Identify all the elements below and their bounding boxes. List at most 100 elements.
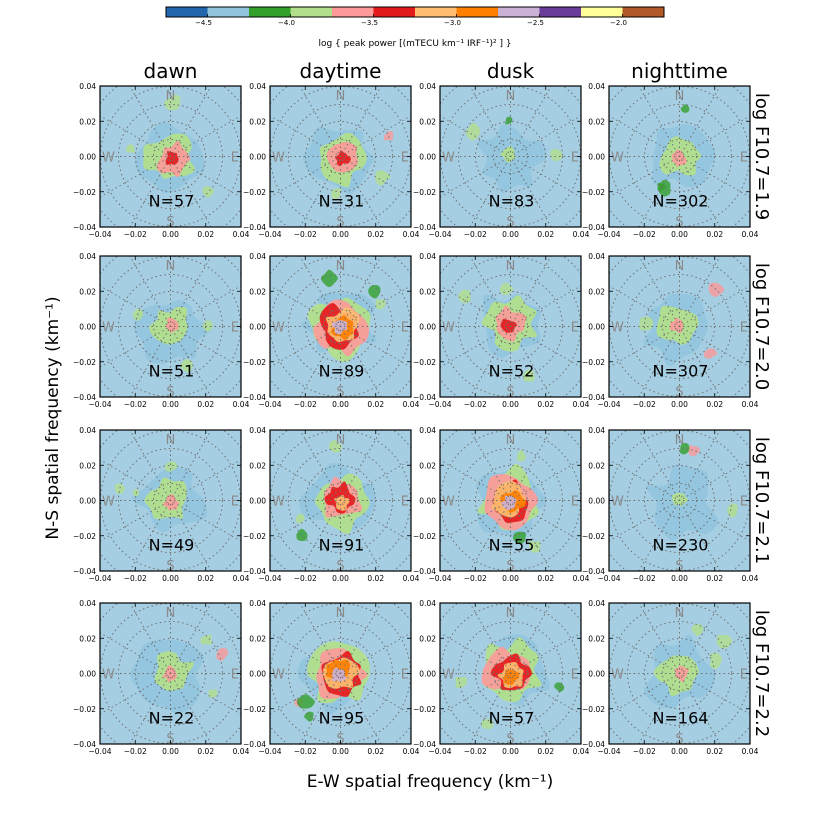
x-tick-label: 0.00	[502, 747, 519, 756]
x-tick-label: −0.04	[259, 230, 282, 239]
sample-count: N=95	[319, 709, 365, 728]
panel-daytime-2: N S W E N=89 −0.04−0.04 −0.02 −0.02 0.00 0.00 0.02…	[243, 252, 420, 409]
y-axis-label: N-S spatial frequency (km⁻¹)	[43, 296, 63, 539]
power-patch	[716, 634, 732, 649]
power-patch	[703, 348, 718, 359]
panel-dawn-2: N S W E N=51 −0.04−0.04 −0.02 −0.02 0.00 0.00 0.02…	[73, 252, 250, 409]
y-tick-label: −0.04	[73, 223, 96, 232]
x-tick-label: −0.02	[464, 230, 487, 239]
y-tick-label: 0.02	[249, 117, 266, 126]
grid-spoke	[270, 632, 411, 715]
x-tick-label: 0.00	[332, 747, 349, 756]
y-tick-label: 0.02	[249, 634, 266, 643]
power-patch	[680, 104, 690, 113]
y-tick-label: 0.00	[249, 323, 266, 332]
power-patch	[375, 170, 391, 186]
y-tick-label: −0.02	[73, 705, 96, 714]
colorbar-segment	[622, 7, 665, 17]
y-tick-label: 0.00	[249, 153, 266, 162]
x-tick-label: −0.02	[633, 747, 656, 756]
x-tick-label: 0.00	[162, 230, 179, 239]
panel-daytime-4: N S W E N=95 −0.04−0.04 −0.02 −0.02 0.00 0.00 0.02…	[243, 599, 420, 756]
y-tick-label: 0.02	[419, 287, 436, 296]
compass-south: S	[166, 215, 174, 230]
compass-south: S	[166, 559, 174, 574]
y-tick-label: 0.00	[79, 153, 96, 162]
x-tick-label: 0.04	[233, 747, 250, 756]
panel-plot-area: N S W E	[440, 256, 581, 397]
grid-circle	[288, 274, 393, 379]
y-tick-label: 0.04	[588, 426, 605, 435]
power-patch	[216, 647, 229, 661]
x-tick-label: 0.00	[502, 400, 519, 409]
sample-count: N=302	[653, 192, 709, 211]
grid-circle	[288, 448, 393, 553]
power-patch	[458, 289, 471, 304]
grid-spoke	[440, 459, 581, 542]
y-tick-label: −0.02	[413, 532, 436, 541]
y-tick-label: −0.02	[582, 188, 605, 197]
x-tick-label: 0.00	[671, 230, 688, 239]
x-tick-label: −0.02	[294, 230, 317, 239]
column-title-daytime: daytime	[300, 59, 382, 83]
x-tick-label: −0.02	[633, 574, 656, 583]
panel-plot-area: N S W E	[270, 86, 411, 227]
y-tick-label: 0.04	[79, 82, 96, 91]
sample-count: N=31	[319, 192, 365, 211]
compass-west: W	[442, 151, 455, 166]
x-tick-label: 0.02	[537, 574, 554, 583]
panel-plot-area: N S W E	[609, 86, 750, 227]
y-tick-label: −0.02	[243, 705, 266, 714]
y-tick-label: −0.04	[73, 740, 96, 749]
power-patch	[465, 122, 480, 141]
y-tick-label: 0.04	[249, 426, 266, 435]
x-tick-label: 0.00	[671, 400, 688, 409]
grid-circle	[288, 104, 393, 209]
panel-plot-area: N S W E	[100, 256, 241, 397]
power-patch	[383, 130, 394, 141]
grid-spoke	[609, 115, 750, 198]
compass-east: E	[571, 668, 579, 683]
compass-north: N	[336, 89, 346, 104]
sample-count: N=164	[653, 709, 709, 728]
compass-west: W	[611, 151, 624, 166]
sample-count: N=52	[489, 362, 535, 381]
x-tick-label: 0.00	[502, 574, 519, 583]
y-tick-label: 0.04	[419, 426, 436, 435]
colorbar-segment	[207, 7, 250, 17]
panel-plot-area: N S W E	[609, 430, 750, 571]
y-tick-label: 0.04	[419, 82, 436, 91]
x-tick-label: −0.04	[429, 574, 452, 583]
y-tick-label: 0.04	[588, 599, 605, 608]
grid-circle	[458, 621, 563, 726]
grid-circle	[627, 448, 732, 553]
compass-west: W	[102, 151, 115, 166]
panel-dusk-2: N S W E N=52 −0.04−0.04 −0.02 −0.02 0.00 0.00 0.02…	[413, 252, 590, 409]
compass-east: E	[571, 321, 579, 336]
y-tick-label: 0.02	[588, 287, 605, 296]
y-tick-label: −0.02	[413, 188, 436, 197]
x-tick-label: 0.02	[537, 400, 554, 409]
compass-east: E	[740, 495, 748, 510]
power-patch	[528, 541, 541, 553]
compass-north: N	[506, 606, 516, 621]
compass-west: W	[272, 495, 285, 510]
x-tick-label: 0.00	[502, 230, 519, 239]
power-patch	[320, 269, 338, 288]
compass-north: N	[336, 606, 346, 621]
compass-north: N	[675, 259, 685, 274]
colorbar: −4.5 −4.0 −3.5 −3.0 −2.5 −2.0 log { peak power…	[165, 6, 665, 49]
y-tick-label: −0.04	[73, 393, 96, 402]
y-tick-label: 0.02	[588, 117, 605, 126]
power-patch	[679, 442, 690, 455]
compass-north: N	[675, 606, 685, 621]
grid-circle	[458, 104, 563, 209]
colorbar-segment	[290, 7, 333, 17]
compass-west: W	[102, 668, 115, 683]
y-tick-label: 0.00	[588, 670, 605, 679]
panel-dawn-4: N S W E N=22 −0.04−0.04 −0.02 −0.02 0.00 0.00 0.02…	[73, 599, 250, 756]
compass-north: N	[675, 89, 685, 104]
grid-spoke	[270, 459, 411, 542]
